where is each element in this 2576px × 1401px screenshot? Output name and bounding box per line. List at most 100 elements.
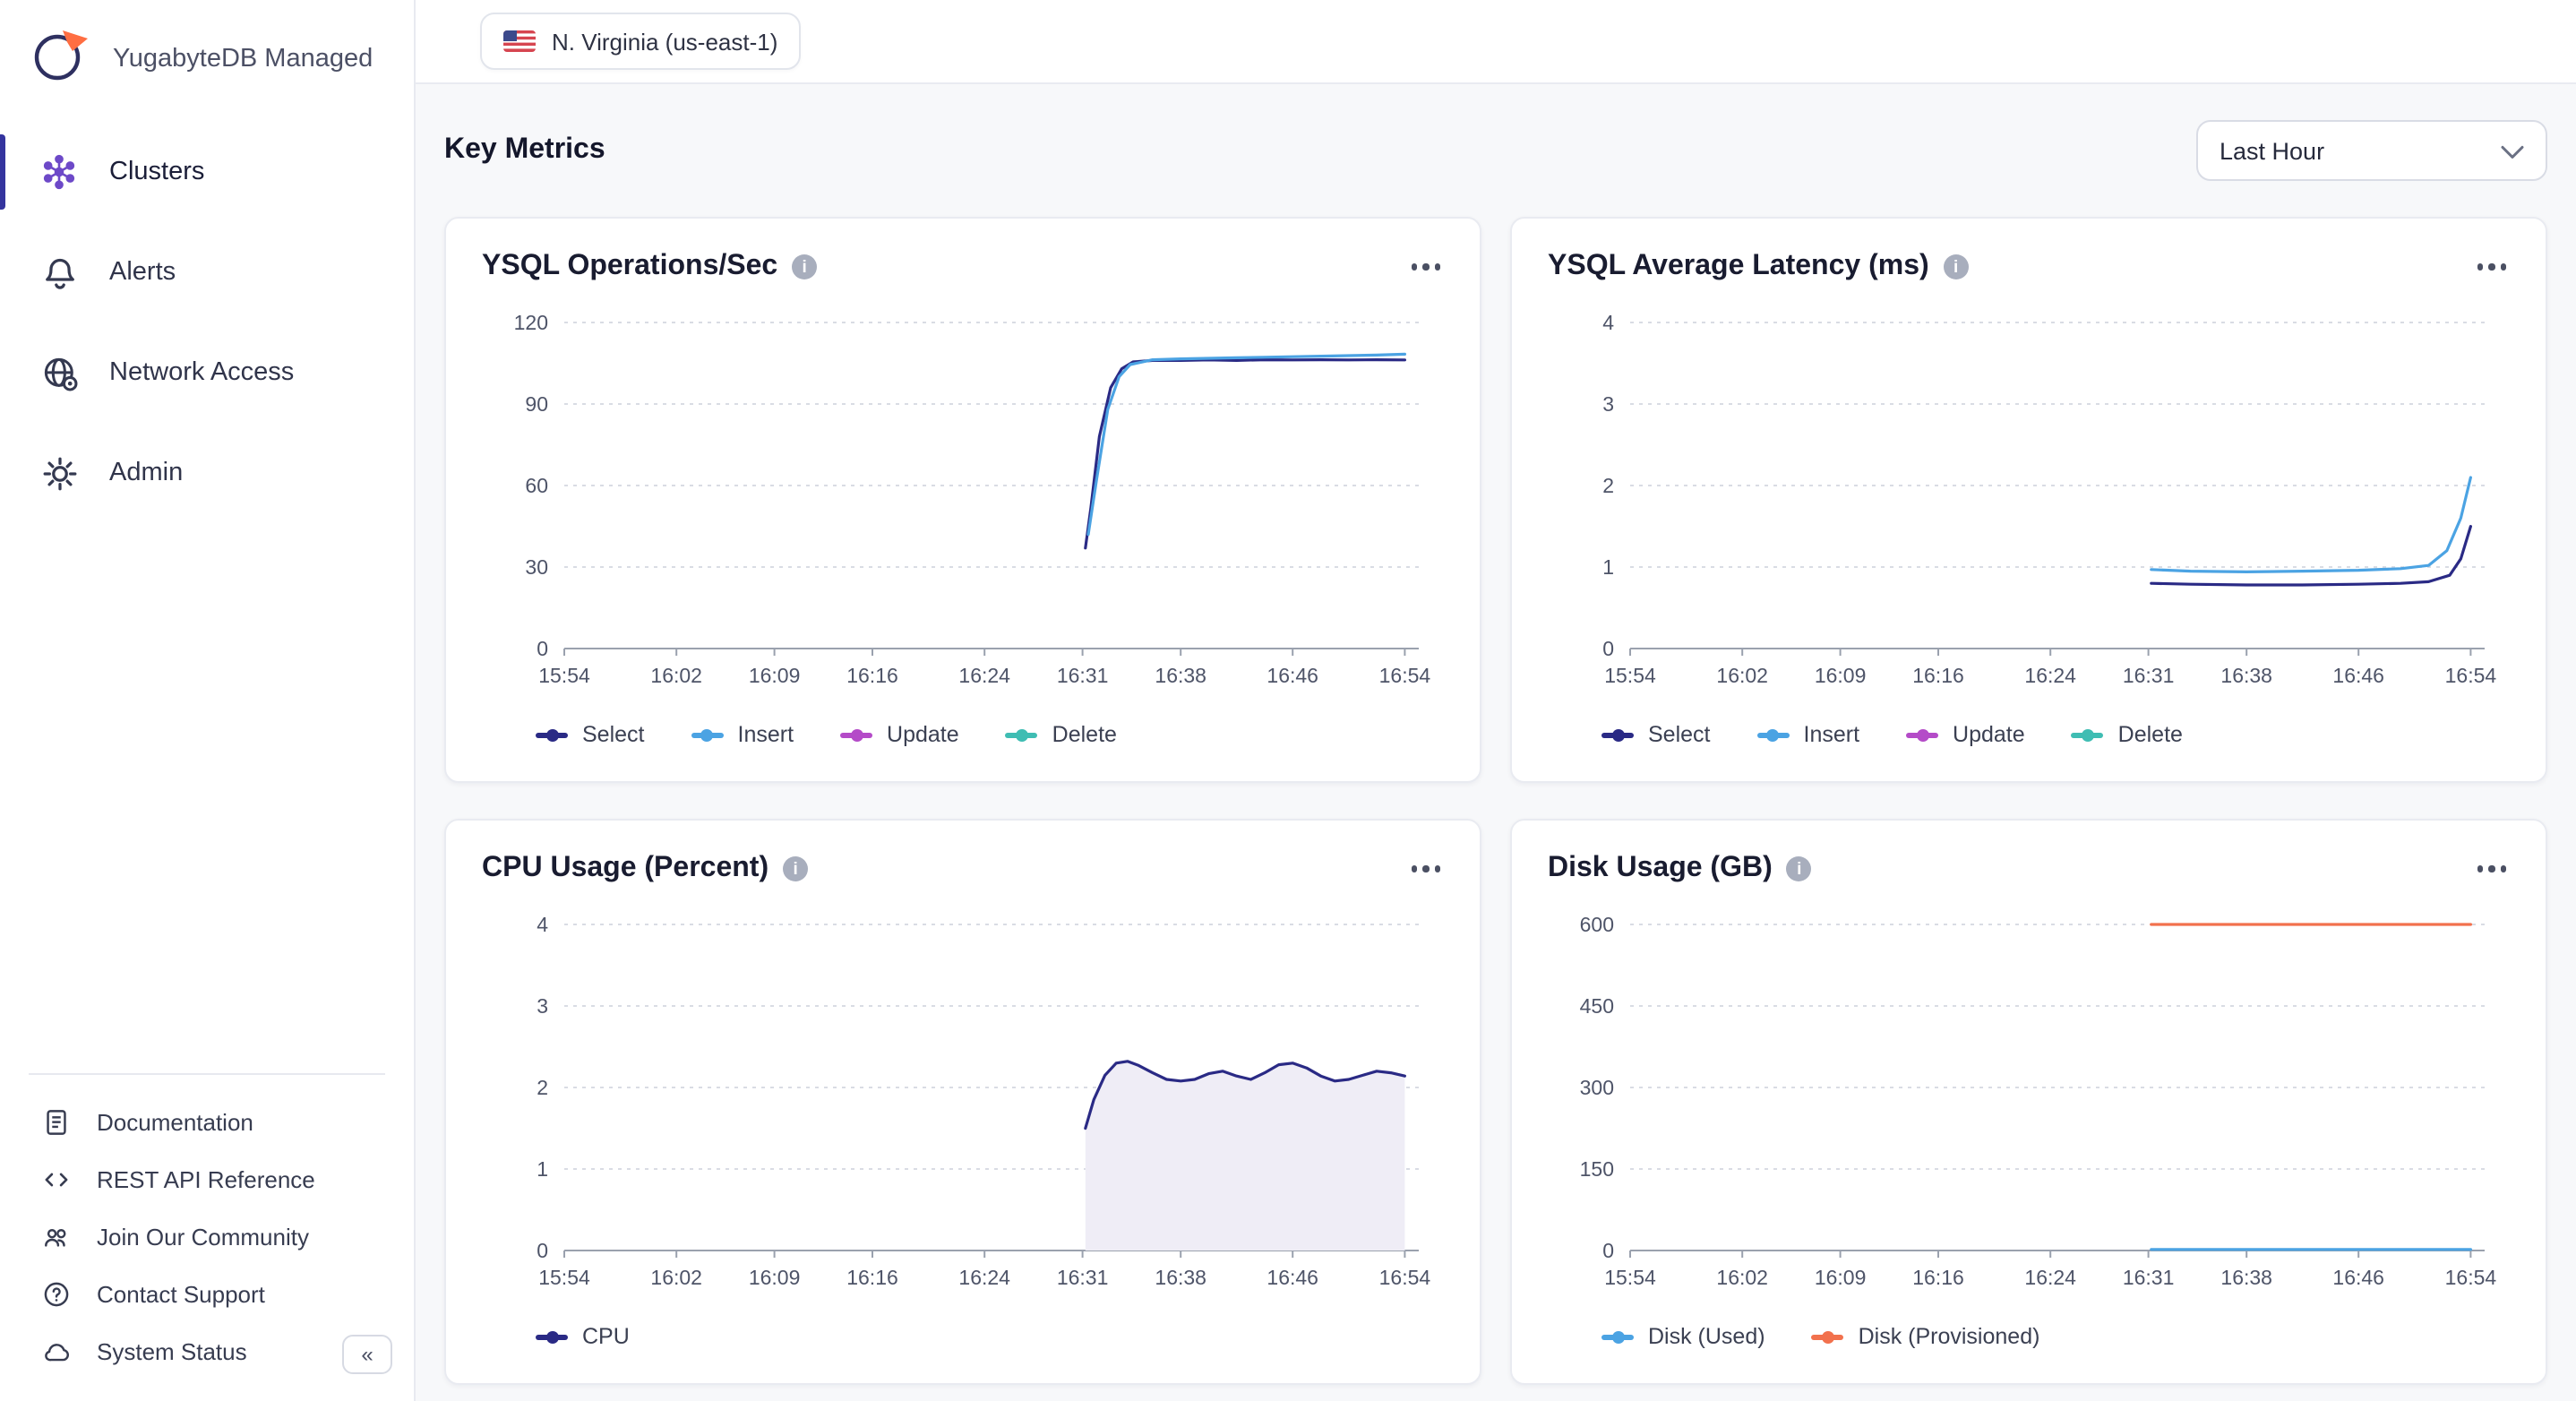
sidebar-collapse-button[interactable]: « xyxy=(342,1335,392,1374)
svg-text:16:16: 16:16 xyxy=(1912,1266,1964,1289)
legend-item-disk-used[interactable]: Disk (Used) xyxy=(1601,1324,1765,1349)
svg-text:1: 1 xyxy=(1602,555,1614,579)
info-icon[interactable] xyxy=(783,856,808,881)
document-icon xyxy=(39,1104,73,1139)
yugabytedb-logo-icon xyxy=(29,25,90,93)
chart-title: CPU Usage (Percent) xyxy=(482,853,769,885)
svg-text:90: 90 xyxy=(525,392,548,416)
brand-label: YugabyteDB Managed xyxy=(113,45,373,73)
legend-marker-icon xyxy=(1757,732,1790,737)
legend-item-update[interactable]: Update xyxy=(1906,722,2025,747)
region-selector-chip[interactable]: N. Virginia (us-east-1) xyxy=(480,13,801,70)
legend-item-insert[interactable]: Insert xyxy=(691,722,794,747)
collapse-chevrons-icon: « xyxy=(361,1344,373,1365)
svg-text:15:54: 15:54 xyxy=(538,1266,590,1289)
legend-marker-icon xyxy=(1601,732,1634,737)
footer-item-label: Join Our Community xyxy=(97,1223,309,1250)
line-chart: 015030045060015:5416:0216:0916:1616:2416… xyxy=(1548,899,2510,1311)
gear-icon xyxy=(38,451,81,494)
chart-card-disk-usage: Disk Usage (GB) 015030045060015:5416:021… xyxy=(1510,819,2547,1385)
sidebar-item-label: Admin xyxy=(109,459,183,487)
chevron-down-icon xyxy=(2501,137,2524,164)
chart-card-ysql-latency: YSQL Average Latency (ms) 0123415:5416:0… xyxy=(1510,217,2547,783)
svg-text:4: 4 xyxy=(1602,311,1614,334)
legend-marker-icon xyxy=(536,732,568,737)
sidebar-item-network-access[interactable]: Network Access xyxy=(0,322,414,423)
svg-text:150: 150 xyxy=(1580,1157,1614,1181)
legend-item-select[interactable]: Select xyxy=(1601,722,1711,747)
svg-text:16:24: 16:24 xyxy=(2024,1266,2076,1289)
footer-item-label: Documentation xyxy=(97,1108,253,1135)
svg-text:16:09: 16:09 xyxy=(749,664,801,687)
card-header: CPU Usage (Percent) xyxy=(482,846,1444,892)
footer-item-join-our-community[interactable]: Join Our Community xyxy=(0,1208,414,1265)
svg-text:16:31: 16:31 xyxy=(2123,1266,2175,1289)
svg-text:16:54: 16:54 xyxy=(2445,664,2497,687)
svg-text:15:54: 15:54 xyxy=(1604,664,1656,687)
time-range-select[interactable]: Last Hour xyxy=(2196,120,2547,181)
svg-text:16:31: 16:31 xyxy=(2123,664,2175,687)
code-icon xyxy=(39,1162,73,1196)
svg-text:3: 3 xyxy=(537,994,548,1018)
svg-text:15:54: 15:54 xyxy=(1604,1266,1656,1289)
chart-title: YSQL Operations/Sec xyxy=(482,251,777,283)
svg-text:16:38: 16:38 xyxy=(2220,1266,2272,1289)
metrics-header-row: Key Metrics Last Hour xyxy=(444,120,2547,181)
svg-text:2: 2 xyxy=(537,1076,548,1099)
card-menu-button[interactable] xyxy=(2473,855,2510,883)
brand[interactable]: YugabyteDB Managed xyxy=(0,0,414,122)
sidebar-item-alerts[interactable]: Alerts xyxy=(0,222,414,322)
chart-title: YSQL Average Latency (ms) xyxy=(1548,251,1929,283)
card-menu-button[interactable] xyxy=(2473,254,2510,281)
main-area: N. Virginia (us-east-1) Key Metrics Last… xyxy=(416,0,2576,1401)
legend-label: Insert xyxy=(1804,722,1860,747)
info-icon[interactable] xyxy=(1944,254,1969,279)
svg-text:4: 4 xyxy=(537,913,548,936)
svg-text:15:54: 15:54 xyxy=(538,664,590,687)
footer-item-rest-api-reference[interactable]: REST API Reference xyxy=(0,1150,414,1208)
card-menu-button[interactable] xyxy=(1407,254,1444,281)
footer-item-contact-support[interactable]: Contact Support xyxy=(0,1265,414,1322)
sidebar-item-clusters[interactable]: Clusters xyxy=(0,122,414,222)
card-header: Disk Usage (GB) xyxy=(1548,846,2510,892)
area-chart: 0123415:5416:0216:0916:1616:2416:3116:38… xyxy=(482,899,1444,1311)
legend-item-disk-provisioned[interactable]: Disk (Provisioned) xyxy=(1812,1324,2040,1349)
charts-grid: YSQL Operations/Sec 030609012015:5416:02… xyxy=(444,217,2547,1385)
svg-text:16:16: 16:16 xyxy=(846,1266,898,1289)
sidebar-item-admin[interactable]: Admin xyxy=(0,423,414,523)
legend-item-delete[interactable]: Delete xyxy=(1006,722,1117,747)
legend-label: Delete xyxy=(2118,722,2183,747)
card-menu-button[interactable] xyxy=(1407,855,1444,883)
footer-item-documentation[interactable]: Documentation xyxy=(0,1093,414,1150)
svg-text:16:54: 16:54 xyxy=(1379,664,1431,687)
legend-item-cpu[interactable]: CPU xyxy=(536,1324,630,1349)
legend-marker-icon xyxy=(1906,732,1938,737)
svg-text:0: 0 xyxy=(537,1239,548,1262)
legend-marker-icon xyxy=(536,1334,568,1339)
svg-text:3: 3 xyxy=(1602,392,1614,416)
info-icon[interactable] xyxy=(1787,856,1812,881)
svg-text:16:38: 16:38 xyxy=(1155,664,1206,687)
chart-legend: Select Insert Update Delete xyxy=(536,722,1444,747)
cloud-icon xyxy=(39,1334,73,1368)
legend-marker-icon xyxy=(1601,1334,1634,1339)
legend-item-select[interactable]: Select xyxy=(536,722,645,747)
svg-text:16:31: 16:31 xyxy=(1057,664,1109,687)
legend-item-insert[interactable]: Insert xyxy=(1757,722,1860,747)
svg-text:16:02: 16:02 xyxy=(650,664,702,687)
legend-marker-icon xyxy=(1812,1334,1844,1339)
legend-label: Select xyxy=(1648,722,1711,747)
legend-label: Update xyxy=(1953,722,2025,747)
info-icon[interactable] xyxy=(792,254,817,279)
svg-text:16:46: 16:46 xyxy=(2332,664,2384,687)
legend-item-update[interactable]: Update xyxy=(840,722,959,747)
svg-text:16:24: 16:24 xyxy=(958,664,1010,687)
legend-item-delete[interactable]: Delete xyxy=(2072,722,2183,747)
svg-text:16:09: 16:09 xyxy=(749,1266,801,1289)
legend-label: Delete xyxy=(1052,722,1117,747)
sidebar-item-label: Alerts xyxy=(109,258,176,287)
svg-text:0: 0 xyxy=(537,637,548,660)
svg-text:16:09: 16:09 xyxy=(1815,664,1867,687)
svg-text:30: 30 xyxy=(525,555,548,579)
legend-label: Insert xyxy=(738,722,794,747)
